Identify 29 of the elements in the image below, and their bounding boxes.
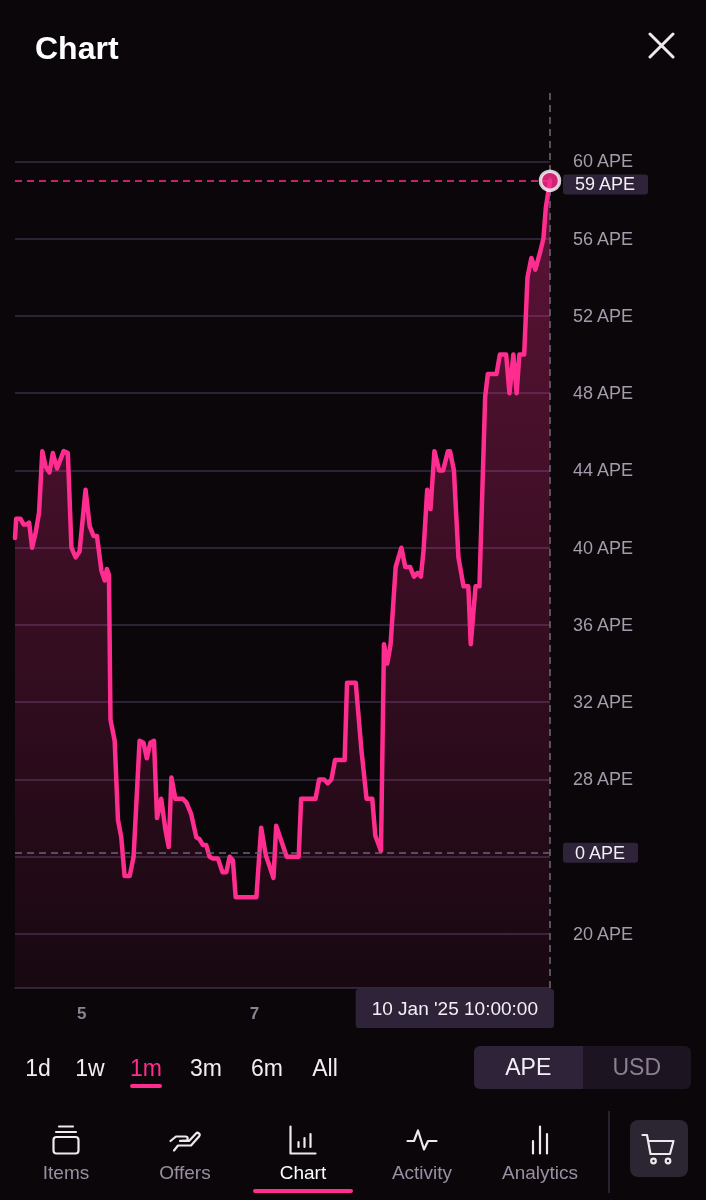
y-tick-label: 48 APE (573, 383, 634, 404)
text: Offers (159, 1161, 211, 1185)
y-tick-label: 20 APE (573, 923, 634, 944)
x-tick-label: 5 (76, 1004, 87, 1023)
text: Activity (391, 1161, 453, 1185)
text: USD (582, 1046, 691, 1089)
y-tick-label: 32 APE (573, 692, 634, 713)
text: 1w (75, 1054, 105, 1082)
x-tick-label: 7 (249, 1004, 260, 1023)
text: 1d (25, 1054, 51, 1082)
text: 1m (130, 1054, 162, 1082)
text: 3m (190, 1054, 222, 1082)
y-tick-label: 36 APE (573, 614, 634, 635)
ref-line-label: 59 APE (575, 174, 636, 195)
y-tick-label: 40 APE (573, 537, 634, 558)
text: 6m (251, 1054, 283, 1082)
y-tick-label: 44 APE (573, 460, 634, 481)
text: All (312, 1054, 338, 1082)
text: Chart (279, 1161, 327, 1185)
y-tick-label: 52 APE (573, 305, 634, 326)
text: APE (474, 1046, 583, 1089)
chart-title: Chart (35, 30, 119, 66)
text: Analytics (501, 1161, 579, 1185)
ref-line-label: 10 Jan '25 10:00:00 (371, 998, 538, 1019)
y-tick-label: 56 APE (573, 228, 634, 249)
text: Items (42, 1161, 90, 1185)
y-tick-label: 28 APE (573, 769, 634, 790)
ref-line-label: 0 APE (575, 842, 626, 863)
y-tick-label: 60 APE (573, 151, 634, 172)
